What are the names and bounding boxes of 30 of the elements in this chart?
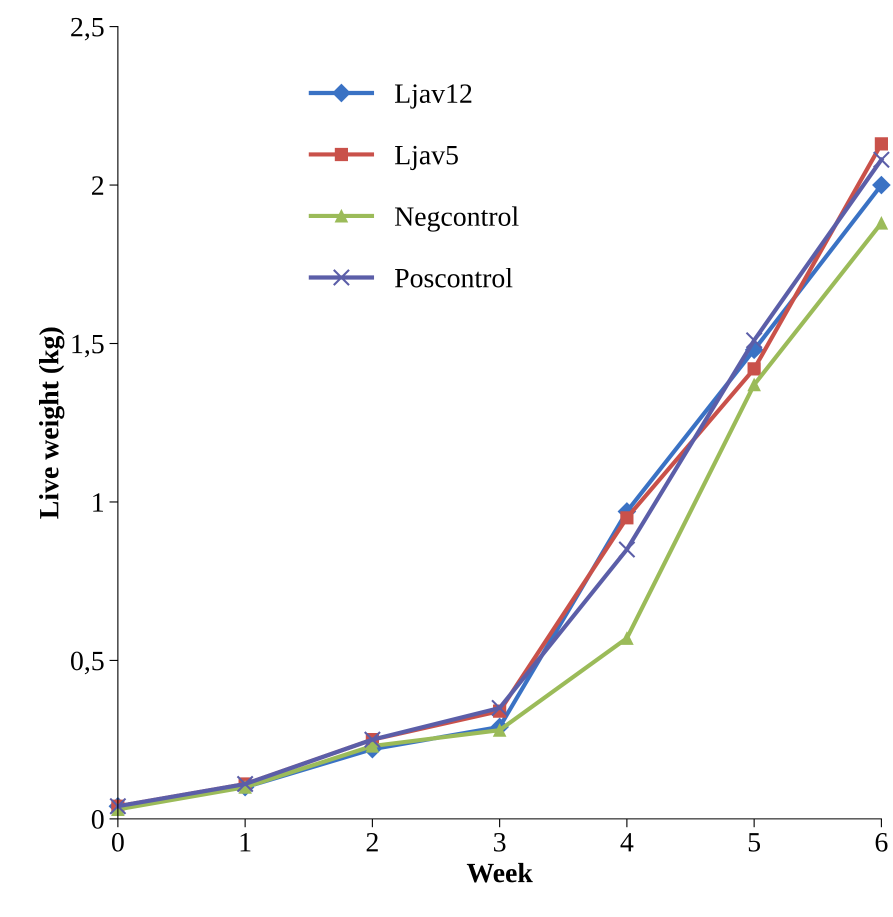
legend-label: Ljav5 (394, 146, 458, 170)
point (618, 540, 636, 558)
x-tick-label: 6 (876, 832, 888, 852)
point (748, 378, 761, 392)
y-tick-label: 2,5 (71, 18, 104, 40)
point (874, 216, 888, 230)
x-tick-label: 3 (494, 832, 506, 852)
point (620, 632, 634, 645)
y-tick-label: 0 (92, 810, 104, 829)
x-tick-label: 1 (240, 833, 250, 852)
y-tick-label: 1 (93, 493, 104, 512)
legend-label: Negcontrol (394, 206, 519, 232)
point (748, 362, 761, 376)
y-tick-label: 1,5 (72, 334, 104, 358)
point (490, 699, 508, 717)
legend-label: Poscontrol (394, 268, 512, 288)
point (874, 137, 888, 150)
x-tick-label: 0 (112, 832, 124, 852)
legend-label: Ljav12 (394, 84, 472, 109)
point (872, 176, 891, 194)
y-axis-title: Live weight (kg) (38, 328, 64, 519)
point (745, 332, 763, 350)
y-tick-label: 2 (92, 176, 104, 195)
point (620, 511, 634, 524)
x-tick-label: 4 (620, 833, 634, 852)
x-tick-label: 2 (366, 832, 378, 852)
y-tick-label: 0,5 (71, 652, 104, 674)
x-tick-label: 5 (748, 833, 760, 852)
point (872, 151, 890, 168)
x-axis-title: Week (466, 862, 533, 883)
